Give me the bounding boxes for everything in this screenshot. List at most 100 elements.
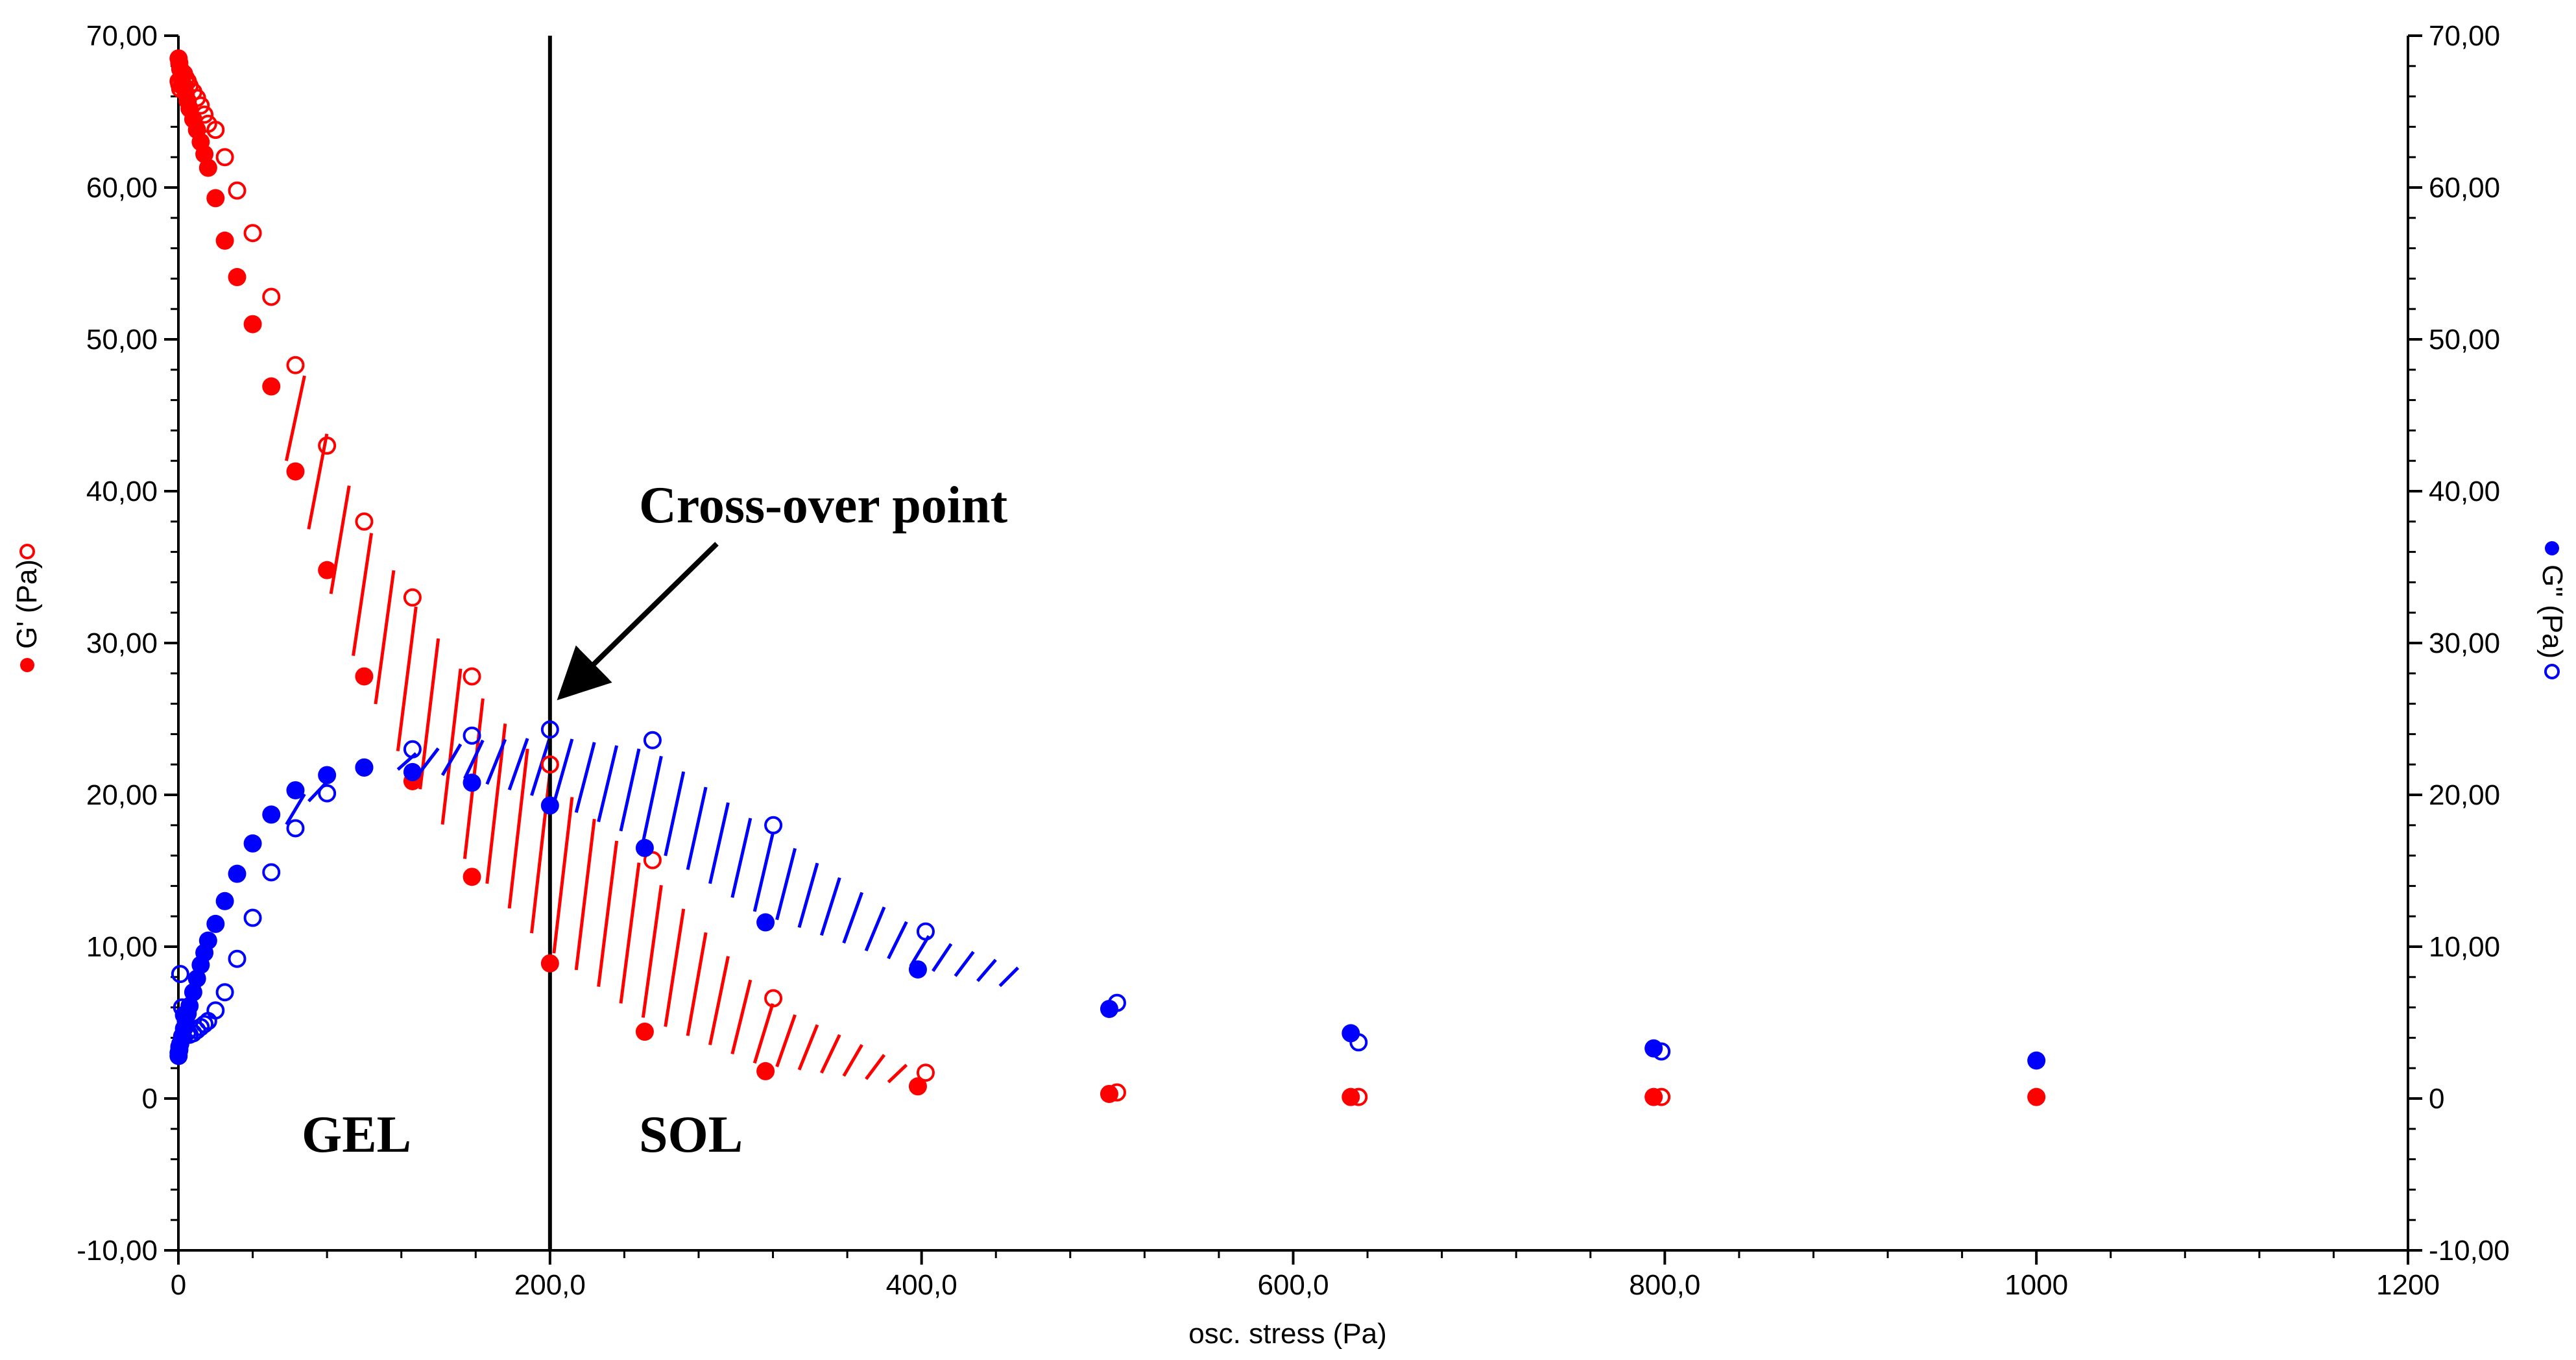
g-double-prime-hatch-stroke [597,745,619,823]
g-prime-open-point [1652,1087,1671,1106]
g-prime-open-point [286,356,305,374]
g-prime-hatch-stroke [842,1044,863,1077]
g-prime-hatch-stroke [641,884,663,1018]
left-y-tick-label: 70,00 [86,20,158,52]
g-prime-hatch-stroke [797,1024,819,1071]
g-prime-hatch-stroke [597,840,619,987]
axes-layer: -10,00 -10,00 0 0 10,00 10,00 20,00 20,00 30,00 3… [77,20,2510,1301]
g-double-prime-hatch-stroke [819,877,841,936]
g-prime-filled-point [635,1023,654,1041]
g-double-prime-hatch-stroke [552,738,574,804]
g-prime-hatch-stroke [820,1034,841,1074]
left-y-tick-label: 20,00 [86,779,158,811]
g-double-prime-open-point [318,784,337,803]
x-tick-label: 0 [171,1269,186,1301]
left-y-tick-label: 0 [142,1083,158,1115]
g-prime-hatch-stroke [307,433,329,530]
g-double-prime-open-point [1349,1033,1368,1052]
marks-layer [169,49,2046,1106]
g-double-prime-hatch-stroke [619,748,641,832]
g-prime-filled-point [243,315,262,334]
g-prime-hatch-stroke [686,932,708,1036]
g-prime-open-point [1107,1083,1126,1102]
g-double-prime-filled-point [1100,999,1118,1018]
g-double-prime-filled-point [463,773,481,792]
g-prime-open-point [215,148,234,167]
g-double-prime-hatch-stroke [909,935,930,967]
g-prime-hatch-stroke [708,956,730,1045]
g-double-prime-hatch-stroke [752,833,775,912]
left-axis-title: G' (Pa) [11,559,43,649]
g-double-prime-filled-point [262,805,281,824]
g-prime-filled-point [540,954,559,973]
g-prime-filled-point [463,868,481,886]
g-prime-filled-point [199,158,217,177]
g-prime-open-point [206,121,225,140]
g-prime-hatch-stroke [552,797,574,954]
g-double-prime-hatch-stroke [641,755,663,842]
g-double-prime-hatch-stroke [775,847,797,921]
g-double-prime-hatch-stroke [574,742,596,813]
g-prime-filled-point [195,145,214,164]
g-double-prime-open-point [171,965,189,984]
hatch-layer [284,375,1020,1084]
left-y-tick-label: 40,00 [86,476,158,507]
g-prime-filled-point [2027,1087,2046,1106]
g-double-prime-filled-point [2027,1051,2046,1070]
g-prime-hatch-stroke [752,1003,775,1064]
g-prime-filled-point [215,231,234,250]
right-axis-open-marker [2544,664,2560,679]
g-double-prime-filled-point [199,931,217,950]
g-double-prime-hatch-stroke [954,951,975,977]
sol-label: SOL [639,1106,743,1163]
g-double-prime-filled-point [635,838,654,857]
g-prime-open-point [195,105,214,124]
g-double-prime-hatch-stroke [730,818,752,898]
g-double-prime-hatch-stroke [530,736,551,796]
g-prime-open-point [262,287,281,306]
g-prime-hatch-stroke [619,862,641,1004]
g-prime-filled-point [262,377,281,396]
left-y-tick-label: 30,00 [86,627,158,659]
g-double-prime-open-point [169,1043,188,1062]
g-double-prime-hatch-stroke [797,862,819,929]
g-double-prime-filled-point [243,834,262,853]
g-prime-filled-point [318,561,337,579]
g-prime-open-point [916,1063,935,1082]
right-y-tick-label: 50,00 [2429,324,2500,356]
g-double-prime-filled-point [355,758,374,777]
g-double-prime-open-point [403,740,422,759]
g-double-prime-filled-point [756,913,775,932]
cross-over-label: Cross-over point [639,477,1008,534]
g-prime-open-point [463,667,481,686]
g-prime-open-point [191,96,210,115]
left-axis-open-marker [19,544,35,559]
right-y-tick-label: 0 [2429,1083,2444,1115]
g-double-prime-hatch-stroke [440,743,463,776]
g-double-prime-hatch-stroke [418,747,440,773]
g-prime-hatch-stroke [507,748,529,909]
g-double-prime-open-point [170,1038,189,1056]
g-double-prime-filled-point [206,914,225,933]
g-prime-filled-point [206,189,225,208]
g-prime-hatch-stroke [329,485,351,594]
g-double-prime-filled-point [540,796,559,815]
x-tick-label: 1000 [2004,1269,2068,1301]
g-double-prime-filled-point [215,892,234,910]
g-prime-filled-point [286,462,305,481]
g-prime-open-point [355,512,374,531]
g-double-prime-hatch-stroke [708,802,730,884]
g-double-prime-open-point [643,731,662,749]
g-prime-hatch-stroke [374,570,396,705]
g-prime-open-point [228,181,247,200]
g-double-prime-filled-point [228,864,247,883]
g-prime-open-point [403,588,422,607]
left-y-tick-label: -10,00 [77,1235,158,1267]
g-double-prime-open-point [175,1006,193,1025]
gel-label: GEL [302,1106,411,1163]
right-y-tick-label: 60,00 [2429,172,2500,204]
left-axis-title-group: G' (Pa) [11,544,43,672]
g-double-prime-open-point [215,983,234,1002]
g-prime-filled-point [228,268,247,287]
g-double-prime-open-point [1652,1042,1671,1061]
